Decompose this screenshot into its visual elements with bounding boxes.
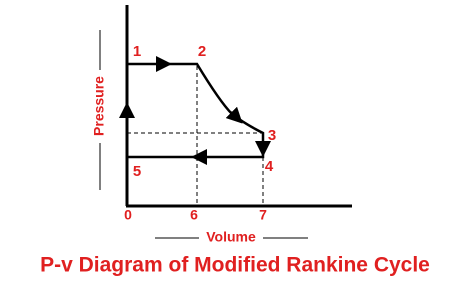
x-tick-label: 6: [190, 207, 198, 223]
x-tick-label: 7: [259, 207, 267, 223]
y-axis-label: Pressure: [91, 76, 107, 136]
point-label: 2: [198, 43, 206, 60]
arrow: [225, 106, 243, 124]
x-tick-label: 0: [124, 207, 132, 223]
point-label: 4: [265, 158, 274, 175]
point-label: 3: [268, 127, 276, 144]
title: P-v Diagram of Modified Rankine Cycle: [40, 254, 430, 277]
point-label: 5: [133, 163, 141, 180]
cycle-path: [127, 62, 265, 159]
x-axis-label: Volume: [206, 229, 256, 245]
point-label: 1: [133, 43, 141, 60]
